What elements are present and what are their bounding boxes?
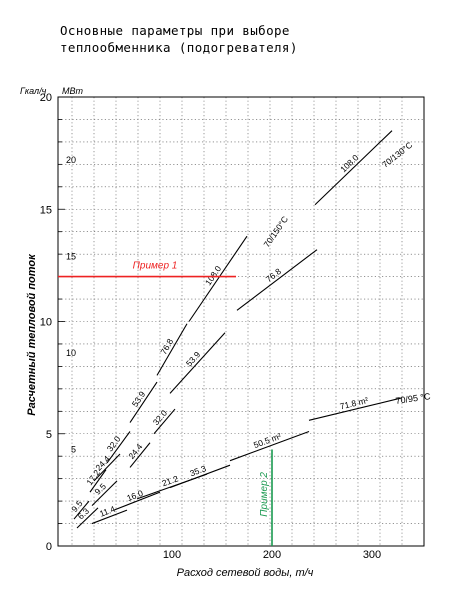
temperature-label-95: 70/95 °C: [395, 391, 432, 406]
y-tick-label: 15: [40, 204, 52, 216]
y-unit-primary: Гкал/ч: [20, 86, 47, 96]
segment-label: 53.9: [184, 349, 203, 368]
y-unit-secondary: МВт: [62, 86, 84, 96]
series-segment: [129, 442, 151, 468]
y-tick-label-mw: 10: [66, 348, 76, 358]
grid: [58, 96, 424, 547]
series-segment: [188, 235, 248, 322]
series-segment: [169, 332, 226, 394]
x-tick-label: 100: [163, 549, 181, 561]
y-tick-label: 10: [40, 317, 52, 329]
series-segment: [76, 507, 99, 529]
y-tick-label-mw: 15: [66, 251, 76, 261]
segment-label: 53.9: [130, 389, 148, 409]
series-segment: [89, 469, 107, 493]
y-tick-label: 0: [46, 541, 52, 553]
series-segment: [156, 323, 188, 376]
temperature-label-130: 70/130°C: [380, 140, 414, 170]
x-tick-label: 200: [263, 549, 281, 561]
example1-label: Пример 1: [133, 261, 178, 272]
segment-label: 76.8: [158, 337, 175, 357]
segment-label: 11.4: [98, 504, 117, 519]
x-tick-labels: 100 200 300: [163, 549, 381, 561]
series-segment: [93, 453, 121, 482]
segment-label: 32.0: [151, 408, 170, 427]
y-tick-label-mw: 20: [66, 155, 76, 165]
series-segment: [236, 249, 318, 311]
segment-label: 21.2: [161, 473, 180, 488]
y-tick-label-mw: 5: [71, 444, 76, 454]
series-segment: [169, 464, 231, 489]
segment-label: 76.8: [264, 266, 283, 284]
page-title: Основные параметры при выборе теплообмен…: [60, 22, 420, 56]
series-segment: [91, 480, 118, 506]
y-tick-label: 20: [40, 92, 52, 104]
series-layer: 9.517.232.053.976.8108.06.39.524.424.432…: [69, 130, 403, 529]
series-segment: [91, 509, 128, 525]
series-segment: [113, 491, 161, 511]
series-segment: [153, 408, 176, 435]
series-segment: [308, 397, 403, 421]
y-axis-label: Расчетный тепловой поток: [26, 253, 38, 416]
series-segment: [314, 130, 393, 206]
series-segment: [129, 381, 158, 423]
segment-label: 32.0: [105, 434, 123, 453]
page-title-line2: теплообменника (подогревателя): [60, 40, 298, 55]
y-tick-labels-secondary: 5 10 15 20: [66, 155, 76, 455]
x-axis-label: Расход сетевой воды, т/ч: [177, 567, 314, 579]
segment-label: 35.3: [188, 463, 207, 478]
y-tick-label: 5: [46, 429, 52, 441]
series-segment: [73, 500, 90, 520]
series-segment: [106, 431, 131, 464]
series-segment: [229, 430, 310, 462]
plot-frame: [57, 96, 425, 547]
page-title-line1: Основные параметры при выборе: [60, 23, 290, 38]
example2-label: Пример 2: [259, 472, 270, 517]
x-tick-label: 300: [363, 549, 381, 561]
y-tick-labels-primary: 0 5 10 15 20: [40, 92, 52, 553]
segment-label: 24.4: [126, 442, 144, 461]
